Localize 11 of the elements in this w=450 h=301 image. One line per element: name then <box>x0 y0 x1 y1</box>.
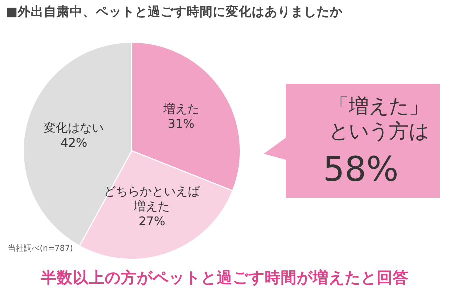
text: 当社調べ(n=787) <box>8 243 74 254</box>
data-label: 27% <box>138 214 166 228</box>
text: 「増えた」という方は <box>328 94 430 144</box>
slice-label: どちらかといえば増えた <box>104 184 202 214</box>
data-label: 31% <box>168 117 195 132</box>
slice-label: 変化はない <box>44 120 104 135</box>
text: 半数以上の方がペットと過ごす時間が増えたと回答 <box>40 268 410 289</box>
slice-label: 増えた <box>162 102 200 116</box>
chart-title: ■外出自粛中、ペットと過ごす時間に変化はありましたか <box>6 4 343 21</box>
data-label: 42% <box>60 136 88 150</box>
text: 58% <box>322 150 400 190</box>
